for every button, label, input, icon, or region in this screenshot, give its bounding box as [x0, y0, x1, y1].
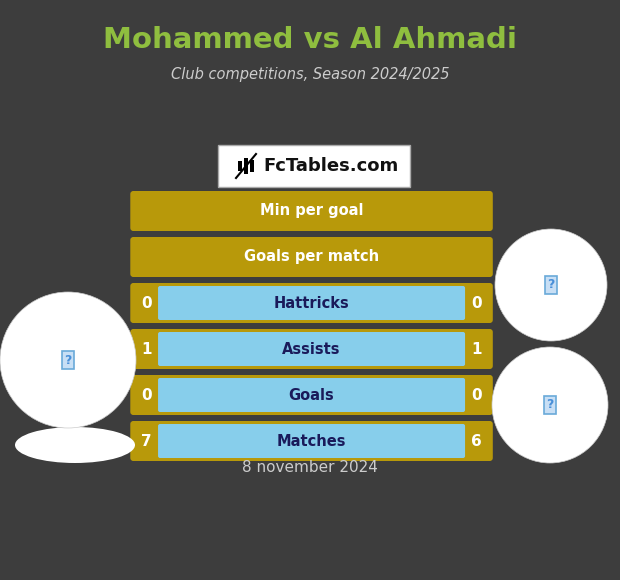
Ellipse shape [15, 427, 135, 463]
Text: 0: 0 [141, 295, 152, 310]
Text: 1: 1 [471, 342, 482, 357]
Text: Goals: Goals [289, 387, 334, 403]
FancyBboxPatch shape [244, 158, 248, 174]
Text: ?: ? [546, 398, 554, 411]
Ellipse shape [495, 229, 607, 341]
FancyBboxPatch shape [130, 375, 493, 415]
FancyBboxPatch shape [130, 237, 493, 277]
FancyBboxPatch shape [158, 424, 465, 458]
Text: ?: ? [64, 353, 72, 367]
Ellipse shape [492, 347, 608, 463]
Text: Goals per match: Goals per match [244, 249, 379, 264]
Text: 7: 7 [141, 433, 152, 448]
FancyBboxPatch shape [130, 191, 493, 231]
Text: Min per goal: Min per goal [260, 204, 363, 219]
Text: Matches: Matches [277, 433, 347, 448]
Text: Assists: Assists [282, 342, 341, 357]
FancyBboxPatch shape [130, 421, 493, 461]
FancyBboxPatch shape [130, 329, 493, 369]
Text: 8 november 2024: 8 november 2024 [242, 461, 378, 476]
FancyBboxPatch shape [158, 286, 465, 320]
Text: 6: 6 [471, 433, 482, 448]
Text: 0: 0 [471, 295, 482, 310]
FancyBboxPatch shape [158, 378, 465, 412]
Text: ?: ? [547, 278, 555, 292]
Text: Hattricks: Hattricks [273, 295, 350, 310]
FancyBboxPatch shape [130, 283, 493, 323]
Text: 1: 1 [141, 342, 152, 357]
Text: Mohammed vs Al Ahmadi: Mohammed vs Al Ahmadi [103, 26, 517, 54]
Ellipse shape [0, 292, 136, 428]
FancyBboxPatch shape [218, 145, 410, 187]
FancyBboxPatch shape [158, 332, 465, 366]
Text: 0: 0 [141, 387, 152, 403]
FancyBboxPatch shape [238, 161, 242, 171]
Text: FcTables.com: FcTables.com [263, 157, 398, 175]
Text: Club competitions, Season 2024/2025: Club competitions, Season 2024/2025 [170, 67, 450, 82]
Text: 0: 0 [471, 387, 482, 403]
FancyBboxPatch shape [250, 160, 254, 172]
